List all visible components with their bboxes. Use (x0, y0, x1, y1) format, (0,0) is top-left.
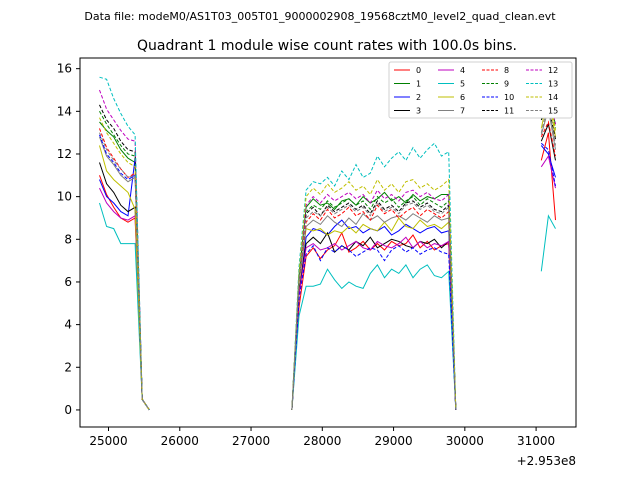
legend-label-10: 10 (504, 93, 514, 102)
series-15-line-2 (291, 202, 457, 410)
legend-label-5: 5 (460, 80, 465, 89)
series-10-line-2 (291, 244, 457, 410)
legend-label-11: 11 (504, 107, 514, 116)
x-tick-label-31000: 31000 (517, 434, 555, 448)
y-tick-label-4: 4 (64, 318, 72, 332)
legend-label-8: 8 (504, 66, 509, 75)
y-tick-label-10: 10 (57, 190, 72, 204)
chart-title: Quadrant 1 module wise count rates with … (137, 38, 517, 54)
series-layer (99, 76, 556, 411)
y-tick-label-6: 6 (64, 275, 72, 289)
y-tick-label-0: 0 (64, 403, 72, 417)
x-tick-label-30000: 30000 (446, 434, 484, 448)
series-7-line-2 (291, 212, 457, 410)
x-axis: 25000 26000 27000 28000 29000 30000 31000 (89, 427, 555, 448)
series-6-line-2 (291, 217, 457, 410)
series-8-line-2 (291, 204, 457, 410)
x-tick-label-28000: 28000 (303, 434, 341, 448)
series-9-line-2 (291, 195, 457, 410)
series-13-line-1 (99, 76, 150, 411)
plot-area-frame (79, 57, 577, 428)
legend-label-9: 9 (504, 80, 509, 89)
series-2-line-3 (540, 145, 556, 178)
series-13-line-2 (291, 142, 457, 410)
legend-label-7: 7 (460, 107, 465, 116)
series-0-line-2 (291, 231, 457, 410)
y-tick-label-16: 16 (57, 62, 72, 76)
x-offset-label: +2.953e8 (517, 454, 576, 468)
figure-suptitle: Data file: modeM0/AS1T03_005T01_90000029… (84, 10, 556, 23)
x-tick-label-25000: 25000 (89, 434, 127, 448)
legend-label-14: 14 (548, 93, 558, 102)
legend-label-4: 4 (460, 66, 465, 75)
series-8-line-3 (540, 120, 556, 157)
legend-box (388, 61, 573, 119)
series-3-line-2 (291, 231, 457, 410)
legend-label-15: 15 (548, 107, 558, 116)
series-12-line-1 (99, 89, 150, 411)
series-12-line-2 (291, 189, 457, 410)
series-1-line-2 (291, 191, 457, 410)
legend-label-3: 3 (416, 107, 421, 116)
x-tick-label-29000: 29000 (374, 434, 412, 448)
series-0-line-3 (540, 132, 556, 221)
series-15-line-1 (99, 132, 150, 411)
series-5-line-2 (291, 264, 457, 410)
y-axis: 0 2 4 6 8 10 12 14 16 (57, 62, 80, 417)
y-tick-label-12: 12 (57, 147, 72, 161)
legend-label-2: 2 (416, 93, 421, 102)
legend-label-12: 12 (548, 66, 558, 75)
legend-label-6: 6 (460, 93, 465, 102)
y-tick-label-14: 14 (57, 104, 72, 118)
series-14-line-2 (291, 178, 457, 410)
series-14-line-1 (99, 117, 150, 411)
y-tick-label-8: 8 (64, 232, 72, 246)
legend-label-13: 13 (548, 80, 558, 89)
series-4-line-2 (291, 236, 457, 410)
x-tick-label-27000: 27000 (232, 434, 270, 448)
series-5-line-3 (540, 214, 556, 272)
series-4-line-3 (540, 154, 556, 189)
series-11-line-2 (291, 200, 457, 410)
legend-label-0: 0 (416, 66, 421, 75)
legend-label-1: 1 (416, 80, 421, 89)
y-tick-label-2: 2 (64, 360, 72, 374)
series-1-line-1 (99, 121, 150, 411)
series-10-line-3 (540, 142, 556, 187)
x-tick-label-26000: 26000 (161, 434, 199, 448)
